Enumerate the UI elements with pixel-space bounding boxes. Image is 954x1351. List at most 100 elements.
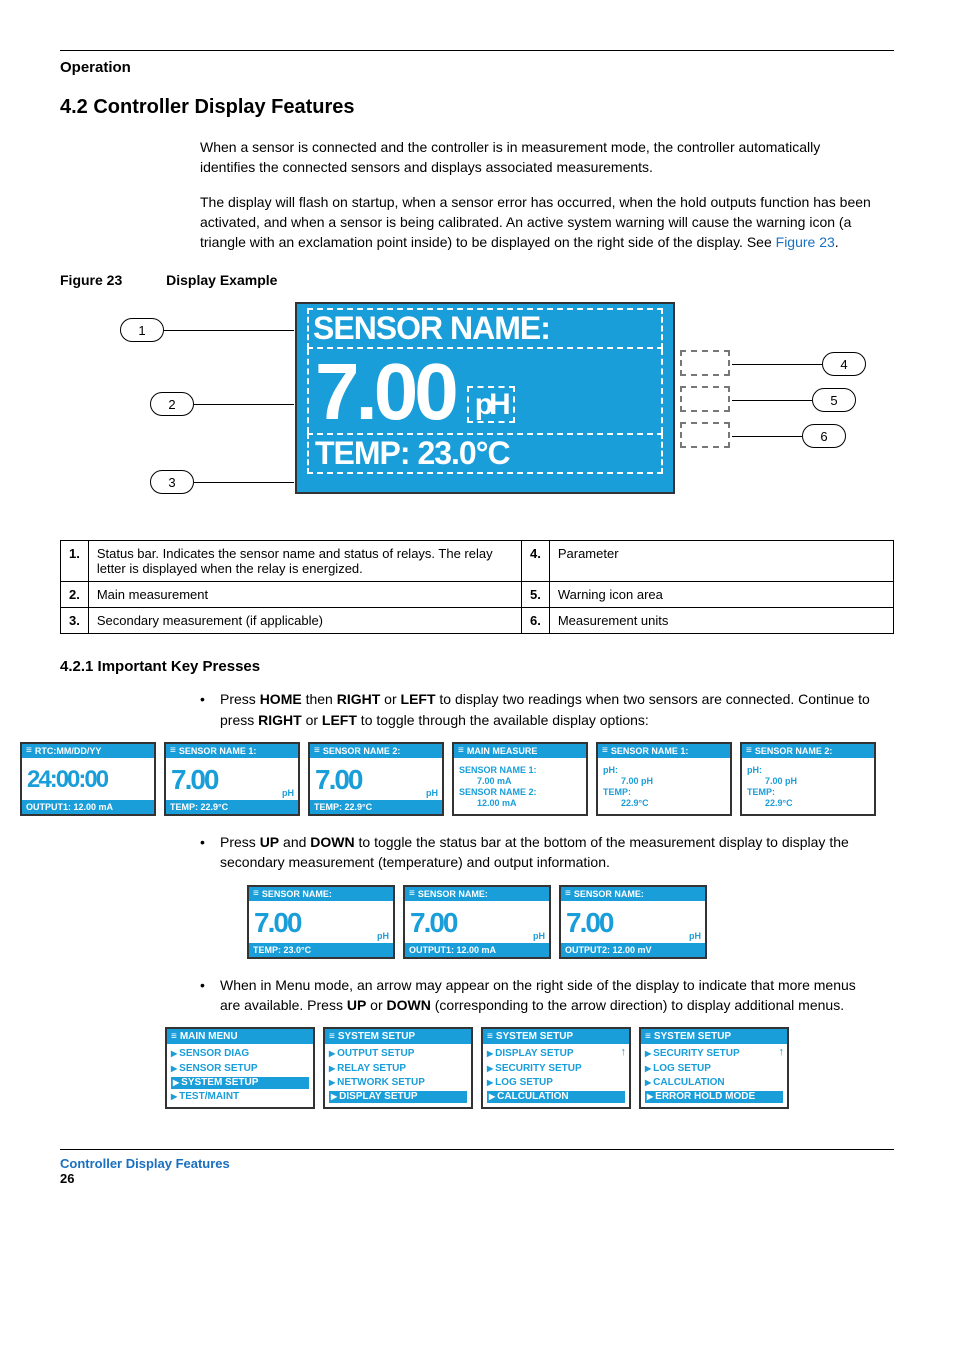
menu-label: CALCULATION — [653, 1077, 724, 1089]
tile-top-bar: ≡SENSOR NAME 1: — [598, 744, 730, 758]
intro-p2: The display will flash on startup, when … — [200, 192, 874, 253]
tile-title: SYSTEM SETUP — [496, 1031, 573, 1042]
menu-item[interactable]: ▶SENSOR DIAG — [171, 1048, 309, 1060]
menu-label: SENSOR SETUP — [179, 1063, 257, 1075]
hamburger-icon: ≡ — [746, 746, 752, 756]
list-value: 12.00 mA — [459, 798, 581, 809]
menu-row: ≡MAIN MENU ▶SENSOR DIAG ▶SENSOR SETUP ▶S… — [60, 1027, 894, 1109]
hamburger-icon: ≡ — [253, 889, 259, 899]
triangle-icon: ▶ — [487, 1079, 493, 1087]
list-value: 7.00 mA — [459, 776, 581, 787]
intro-p2-b: . — [835, 234, 839, 250]
callout-2: 2 — [150, 392, 294, 416]
menu-label: LOG SETUP — [653, 1063, 711, 1075]
menu-item[interactable]: ▶SECURITY SETUP — [645, 1048, 783, 1060]
menu-item[interactable]: ▶DISPLAY SETUP — [487, 1048, 625, 1060]
menu-item-selected[interactable]: ▶SYSTEM SETUP — [171, 1077, 309, 1089]
callout-3-num: 3 — [150, 470, 194, 494]
tile-top-bar: ≡SYSTEM SETUP — [483, 1029, 629, 1044]
tile-top-bar: ≡SENSOR NAME: — [561, 887, 705, 901]
triangle-icon: ▶ — [647, 1093, 653, 1101]
menu-item[interactable]: ▶RELAY SETUP — [329, 1063, 467, 1075]
legend-text: Status bar. Indicates the sensor name an… — [88, 541, 521, 582]
display-row-2: ≡SENSOR NAME: 7.00pH TEMP: 23.0°C ≡SENSO… — [60, 885, 894, 959]
menu-system3: ≡SYSTEM SETUP ↑ ▶SECURITY SETUP ▶LOG SET… — [639, 1027, 789, 1109]
menu-label: ERROR HOLD MODE — [655, 1091, 755, 1103]
intro-p1: When a sensor is connected and the contr… — [200, 137, 874, 178]
triangle-icon: ▶ — [331, 1093, 337, 1101]
menu-item[interactable]: ▶OUTPUT SETUP — [329, 1048, 467, 1060]
table-row: 2. Main measurement 5. Warning icon area — [61, 582, 894, 608]
menu-label: DISPLAY SETUP — [495, 1048, 573, 1060]
tile-value: 7.00 — [171, 766, 218, 794]
triangle-icon: ▶ — [171, 1093, 177, 1101]
key-down: DOWN — [310, 834, 354, 850]
menu-item[interactable]: ▶TEST/MAINT — [171, 1091, 309, 1103]
tile-bottom-bar: TEMP: 22.9°C — [166, 800, 298, 814]
tile-mid: pH: 7.00 pH TEMP: 22.9°C — [598, 758, 730, 814]
tile-value: 7.00 — [410, 909, 457, 937]
hamburger-icon: ≡ — [314, 746, 320, 756]
menu-item[interactable]: ▶CALCULATION — [645, 1077, 783, 1089]
key-left: LEFT — [401, 691, 436, 707]
key-down: DOWN — [387, 997, 431, 1013]
tile-mid: ↑ ▶DISPLAY SETUP ▶SECURITY SETUP ▶LOG SE… — [483, 1044, 629, 1107]
menu-system1: ≡SYSTEM SETUP ▶OUTPUT SETUP ▶RELAY SETUP… — [323, 1027, 473, 1109]
display-secondary: TEMP: 23.0°C — [307, 433, 663, 474]
menu-item[interactable]: ▶NETWORK SETUP — [329, 1077, 467, 1089]
menu-item[interactable]: ▶SENSOR SETUP — [171, 1063, 309, 1075]
hamburger-icon: ≡ — [458, 746, 464, 756]
tile-mid: ▶OUTPUT SETUP ▶RELAY SETUP ▶NETWORK SETU… — [325, 1044, 471, 1107]
intro-block: When a sensor is connected and the contr… — [200, 137, 874, 252]
legend-text: Measurement units — [549, 608, 893, 634]
menu-item-selected[interactable]: ▶ERROR HOLD MODE — [645, 1091, 783, 1103]
menu-label: DISPLAY SETUP — [339, 1091, 417, 1103]
tile-mid: 7.00pH — [310, 758, 442, 800]
menu-item[interactable]: ▶LOG SETUP — [645, 1063, 783, 1075]
callout-4: 4 — [732, 352, 866, 376]
tile-value: 7.00 — [315, 766, 362, 794]
tile-value: 24:00:00 — [27, 768, 107, 792]
tile-title: SENSOR NAME 1: — [611, 746, 689, 756]
hamburger-icon: ≡ — [329, 1032, 335, 1042]
legend-text: Warning icon area — [549, 582, 893, 608]
tile-title: SENSOR NAME: — [418, 889, 488, 899]
bullet-3: When in Menu mode, an arrow may appear o… — [200, 975, 874, 1016]
callout-3: 3 — [150, 470, 294, 494]
tile-top-bar: ≡SYSTEM SETUP — [641, 1029, 787, 1044]
triangle-icon: ▶ — [171, 1065, 177, 1073]
tile-top-bar: ≡SENSOR NAME 2: — [742, 744, 874, 758]
tile-title: SENSOR NAME 2: — [323, 746, 401, 756]
legend-num: 2. — [61, 582, 89, 608]
menu-item[interactable]: ▶SECURITY SETUP — [487, 1063, 625, 1075]
list-label: TEMP: — [747, 787, 869, 798]
section-name: Operation — [60, 59, 894, 76]
list-label: pH: — [603, 765, 725, 776]
hamburger-icon: ≡ — [487, 1032, 493, 1042]
callout-6: 6 — [732, 424, 846, 448]
menu-label: CALCULATION — [497, 1091, 568, 1103]
list-label: pH: — [747, 765, 869, 776]
list-label: TEMP: — [603, 787, 725, 798]
tile-bottom-bar: TEMP: 22.9°C — [310, 800, 442, 814]
tile-unit: pH — [282, 788, 294, 798]
tile-mid: 24:00:00 — [22, 758, 154, 800]
triangle-icon: ▶ — [487, 1050, 493, 1058]
key-home: HOME — [260, 691, 302, 707]
callout-4-num: 4 — [822, 352, 866, 376]
menu-item-selected[interactable]: ▶CALCULATION — [487, 1091, 625, 1103]
tile-mid: 7.00 pH — [405, 901, 549, 943]
legend-text: Parameter — [549, 541, 893, 582]
tile-bottom-bar: TEMP: 23.0°C — [249, 943, 393, 957]
hamburger-icon: ≡ — [171, 1032, 177, 1042]
triangle-icon: ▶ — [171, 1050, 177, 1058]
callout-6-num: 6 — [802, 424, 846, 448]
menu-item-selected[interactable]: ▶DISPLAY SETUP — [329, 1091, 467, 1103]
tile-unit: pH — [533, 931, 545, 941]
tile-sensor1: ≡SENSOR NAME 1: 7.00pH TEMP: 22.9°C — [164, 742, 300, 816]
tile-sensor2-detail: ≡SENSOR NAME 2: pH: 7.00 pH TEMP: 22.9°C — [740, 742, 876, 816]
tile-bottom-bar: OUTPUT1: 12.00 mA — [22, 800, 154, 814]
figure-link[interactable]: Figure 23 — [776, 234, 835, 250]
menu-item[interactable]: ▶LOG SETUP — [487, 1077, 625, 1089]
tile-mid: SENSOR NAME 1: 7.00 mA SENSOR NAME 2: 12… — [454, 758, 586, 814]
